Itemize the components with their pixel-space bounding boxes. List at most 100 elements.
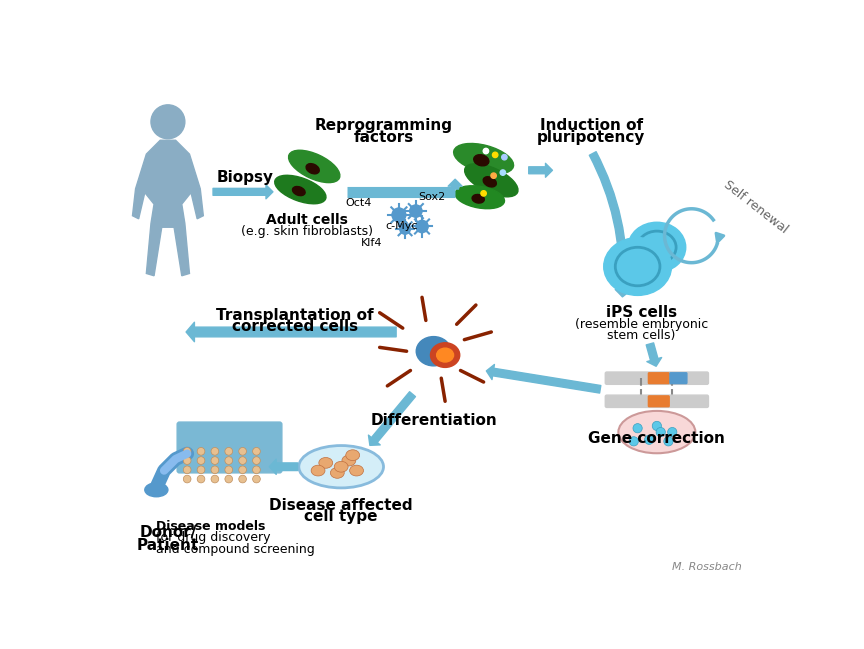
Ellipse shape	[289, 151, 340, 182]
Text: Differentiation: Differentiation	[370, 413, 497, 428]
Circle shape	[238, 475, 246, 483]
Ellipse shape	[619, 411, 696, 453]
Ellipse shape	[454, 143, 513, 174]
Text: M. Rossbach: M. Rossbach	[672, 562, 741, 572]
Circle shape	[252, 475, 260, 483]
Ellipse shape	[342, 455, 356, 466]
Text: c-Myc: c-Myc	[386, 221, 418, 232]
Circle shape	[197, 457, 205, 465]
Ellipse shape	[299, 446, 384, 488]
Text: pluripotency: pluripotency	[537, 130, 645, 145]
Circle shape	[481, 191, 486, 196]
Circle shape	[664, 437, 673, 446]
Circle shape	[652, 421, 662, 430]
Circle shape	[656, 428, 665, 437]
Text: Disease affected: Disease affected	[270, 498, 413, 513]
Ellipse shape	[350, 465, 364, 476]
Circle shape	[238, 457, 246, 465]
Circle shape	[225, 447, 232, 455]
Circle shape	[225, 457, 232, 465]
Text: (e.g. skin fibroblasts): (e.g. skin fibroblasts)	[240, 225, 372, 238]
Circle shape	[151, 105, 185, 139]
Circle shape	[225, 475, 232, 483]
Circle shape	[238, 447, 246, 455]
FancyBboxPatch shape	[648, 373, 670, 384]
Ellipse shape	[628, 222, 686, 273]
Circle shape	[197, 447, 205, 455]
Circle shape	[491, 173, 496, 178]
Circle shape	[483, 149, 489, 154]
Circle shape	[183, 466, 191, 474]
Ellipse shape	[416, 337, 451, 366]
Text: Adult cells: Adult cells	[265, 214, 347, 227]
Circle shape	[211, 475, 219, 483]
Ellipse shape	[293, 186, 305, 195]
Circle shape	[392, 208, 406, 222]
Text: (resemble embryonic: (resemble embryonic	[575, 318, 708, 331]
Text: iPS cells: iPS cells	[606, 305, 677, 320]
Text: corrected cells: corrected cells	[232, 319, 358, 334]
FancyBboxPatch shape	[670, 373, 687, 384]
Ellipse shape	[455, 186, 505, 209]
Ellipse shape	[436, 348, 454, 362]
Text: Transplantation of: Transplantation of	[216, 308, 374, 323]
Text: Oct4: Oct4	[346, 199, 372, 208]
Text: Self renewal: Self renewal	[721, 178, 790, 236]
Circle shape	[252, 447, 260, 455]
Text: Klf4: Klf4	[361, 238, 383, 249]
Ellipse shape	[330, 467, 344, 478]
Circle shape	[668, 428, 677, 437]
Circle shape	[252, 457, 260, 465]
Circle shape	[225, 466, 232, 474]
Circle shape	[416, 220, 429, 232]
Circle shape	[500, 170, 505, 175]
Circle shape	[502, 154, 507, 160]
Circle shape	[238, 466, 246, 474]
Circle shape	[183, 457, 191, 465]
Circle shape	[410, 205, 422, 217]
Ellipse shape	[483, 177, 496, 187]
Text: Donor/: Donor/	[139, 524, 197, 540]
Circle shape	[492, 152, 498, 158]
Ellipse shape	[473, 154, 489, 166]
Ellipse shape	[430, 343, 460, 367]
Ellipse shape	[472, 195, 485, 203]
Ellipse shape	[319, 458, 333, 469]
Circle shape	[197, 466, 205, 474]
Text: Reprogramming: Reprogramming	[314, 118, 453, 133]
Ellipse shape	[145, 483, 168, 496]
Ellipse shape	[311, 465, 325, 476]
Ellipse shape	[604, 238, 671, 295]
FancyBboxPatch shape	[606, 395, 708, 408]
FancyBboxPatch shape	[648, 396, 670, 407]
Text: Biopsy: Biopsy	[216, 171, 273, 186]
Text: Disease models: Disease models	[156, 519, 266, 533]
Circle shape	[211, 457, 219, 465]
Text: factors: factors	[353, 130, 414, 145]
Circle shape	[211, 447, 219, 455]
Circle shape	[197, 475, 205, 483]
FancyBboxPatch shape	[606, 372, 708, 384]
Circle shape	[400, 223, 410, 234]
Text: Patient: Patient	[137, 538, 199, 553]
Ellipse shape	[334, 461, 348, 472]
Circle shape	[183, 447, 191, 455]
Polygon shape	[132, 140, 203, 276]
Text: Sox2: Sox2	[418, 192, 446, 202]
Text: Gene correction: Gene correction	[588, 431, 725, 446]
Ellipse shape	[465, 164, 518, 197]
Circle shape	[183, 475, 191, 483]
Text: for drug discovery: for drug discovery	[156, 531, 270, 544]
FancyBboxPatch shape	[177, 422, 282, 473]
Ellipse shape	[306, 164, 319, 174]
Text: and compound screening: and compound screening	[156, 543, 315, 556]
Circle shape	[252, 466, 260, 474]
Ellipse shape	[346, 450, 359, 461]
Text: stem cells): stem cells)	[607, 328, 676, 341]
Circle shape	[629, 437, 638, 446]
Circle shape	[211, 466, 219, 474]
Ellipse shape	[275, 175, 326, 204]
Circle shape	[645, 435, 654, 445]
Text: cell type: cell type	[304, 509, 378, 524]
Circle shape	[633, 424, 642, 433]
